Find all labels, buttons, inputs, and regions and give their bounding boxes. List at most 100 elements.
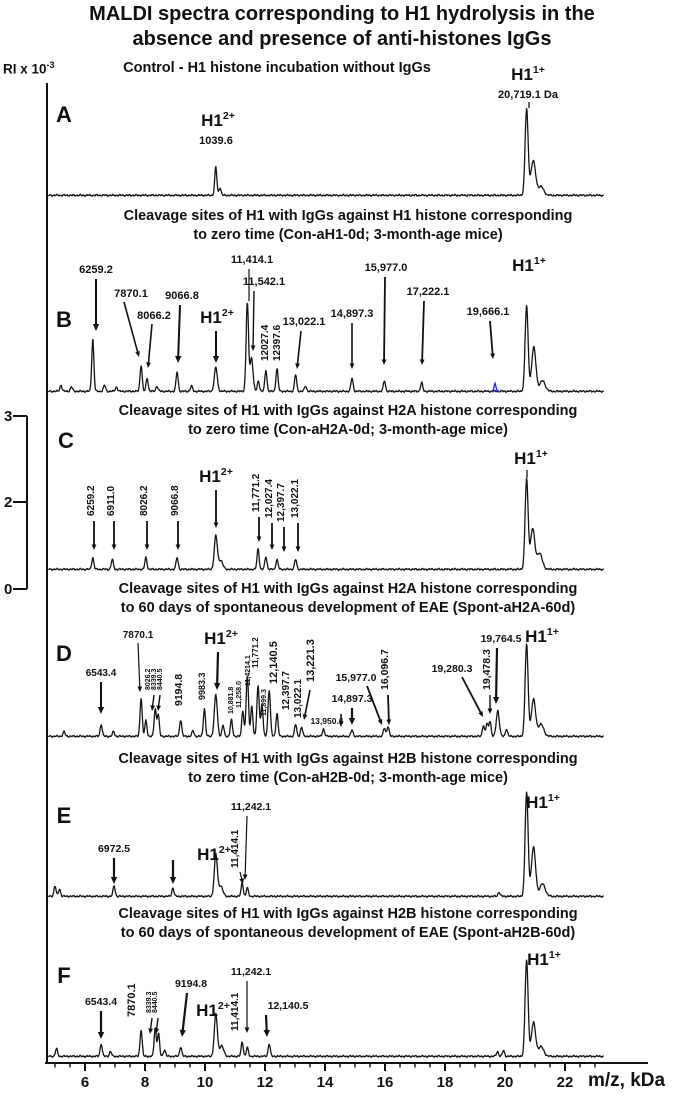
panel-A: Control - H1 histone incubation without … [0, 56, 684, 205]
peak-label: 11,542.1 [243, 276, 285, 288]
peak-label: 19,280.3 [432, 663, 473, 675]
panel-letter: H12+ [199, 466, 233, 486]
spectrum-D: D 6543.4 7870.1 8026.2 8339.3 8440.5 9194.8 998… [47, 626, 605, 739]
spectrum-A: A H12+ 1039.6 H11+ 20,719.1 Da [47, 64, 605, 198]
figure-title-line2: absence and presence of anti-histones Ig… [132, 28, 552, 50]
plot-left-border [46, 83, 48, 1063]
peak-label: 15,977.0 [365, 262, 408, 274]
annotation-arrowhead [110, 877, 118, 884]
annotation-arrowhead [281, 546, 287, 552]
peak-label: 19,478.3 [481, 649, 493, 690]
annotation-arrow-line [244, 815, 248, 877]
y-axis-label-exponent: -3 [46, 60, 55, 70]
annotation-arrowhead [386, 719, 392, 725]
spectrum-trace [47, 302, 605, 394]
peak-label: 8440.5 [152, 991, 159, 1013]
peak-label: 12,140.5 [268, 641, 280, 684]
peak-label: 11,258.0 [236, 681, 243, 708]
peak-label: 6259.2 [86, 485, 97, 516]
panel-letter: H11+ [512, 255, 546, 275]
peak-label: 8440.5 [157, 668, 164, 690]
peak-label: 9066.8 [165, 290, 199, 302]
annotation-arrow-line [177, 304, 181, 359]
annotation-arrowhead [137, 686, 143, 692]
spectrum-E: E 6972.5 H12+ 11,242.1 11,414.1 H11+ [47, 791, 605, 899]
annotation-arrow-line [494, 647, 499, 700]
peak-label: 19,666.1 [467, 306, 510, 318]
annotation-arrowhead [244, 1027, 250, 1033]
peak-label: 9194.8 [175, 978, 207, 990]
peak-label: 6259.2 [79, 264, 113, 276]
annotation-arrowhead [179, 1029, 186, 1037]
peak-label: 13,950.6 [310, 716, 343, 726]
figure-title-line1: MALDI spectra corresponding to H1 hydrol… [89, 3, 595, 25]
annotation-arrowhead [239, 878, 244, 884]
peak-label: 16,096.7 [379, 649, 391, 690]
peak-label: 12,027.4 [264, 479, 275, 518]
panel-D-title-line2: to 60 days of spontaneous development of… [120, 600, 576, 616]
y-axis-label-text: RI x 10 [3, 61, 47, 77]
peak-label: 17,222.1 [407, 286, 450, 298]
annotation-arrowhead [212, 356, 220, 363]
y-scale-tick-label: 0 [4, 581, 12, 598]
annotation-arrow-line [387, 694, 390, 722]
x-axis-tick-label: 16 [377, 1074, 394, 1091]
annotation-arrow-line [216, 651, 220, 686]
annotation-arrowhead [144, 544, 150, 550]
panel-letter: F [57, 963, 70, 988]
annotation-arrowhead [338, 721, 344, 727]
peak-label: 8339.3 [151, 668, 158, 690]
panel-letter: H12+ [201, 110, 235, 130]
peak-label: 8026.2 [139, 485, 150, 516]
annotation-arrowhead [175, 355, 182, 363]
panel-letter: H11+ [511, 64, 545, 84]
peak-label: 13,022.1 [283, 316, 326, 328]
peak-label: 9194.8 [173, 674, 185, 706]
annotation-arrow-line [252, 290, 255, 348]
panel-D-title-line1: Cleavage sites of H1 with IgGs against H… [118, 581, 578, 597]
peak-label: 9983.3 [197, 672, 207, 700]
annotation-arrowhead [377, 719, 383, 725]
x-axis-tick-label: 8 [141, 1074, 149, 1091]
peak-label: 11,4214,1 [245, 655, 252, 686]
peak-label: 11,242.1 [231, 966, 271, 978]
y-scale-tick-label: 2 [4, 494, 12, 511]
spectrum-F: F 6543.4 7870.1 8339.3 8440.5 9194.8 H12+ 11,24… [47, 949, 605, 1058]
panel-letter: H11+ [525, 626, 559, 646]
panel-C-title-line1: Cleavage sites of H1 with IgGs against H… [118, 403, 578, 419]
peak-label: 11,242.1 [231, 801, 271, 813]
annotation-arrow-line [489, 320, 494, 356]
peak-label: 7870.1 [123, 630, 154, 641]
peak-label: 11,414.1 [230, 992, 241, 1031]
peak-label: 20,719.1 Da [498, 89, 559, 101]
peak-label: 11,771.2 [251, 473, 262, 512]
panel-C-title-line2: to zero time (Con-aH2A-0d; 3-month-age m… [188, 422, 508, 438]
spectrum-trace [47, 643, 605, 739]
panel-E: Cleavage sites of H1 with IgGs against H… [0, 748, 684, 903]
annotation-arrowhead [348, 718, 356, 725]
annotation-arrow-line [147, 323, 153, 365]
panel-letter: H11+ [527, 949, 561, 969]
annotation-arrowhead [295, 363, 300, 369]
panel-letter: B [56, 307, 72, 332]
spectrum-trace [47, 959, 605, 1058]
peak-label: 13,221.3 [305, 639, 317, 682]
annotation-arrowhead [419, 359, 425, 365]
panel-letter: H12+ [197, 844, 231, 864]
y-scale-tick-label: 3 [4, 408, 12, 425]
annotation-arrowhead [213, 682, 221, 690]
spectrum-trace [47, 477, 605, 572]
x-axis-tick-label: 18 [437, 1074, 454, 1091]
annotation-arrowhead [135, 351, 140, 357]
peak-label: 19,764.5 [481, 633, 522, 645]
peak-label: 12,397.7 [281, 671, 292, 710]
panel-B: Cleavage sites of H1 with IgGs against H… [0, 205, 684, 400]
peak-label: 12397.6 [272, 324, 283, 361]
peak-label: 9066.8 [170, 485, 181, 516]
peak-label: 11,771.2 [251, 637, 260, 668]
annotation-arrowhead [242, 874, 248, 880]
annotation-arrowhead [302, 714, 308, 720]
annotation-arrowhead [150, 705, 156, 711]
peak-label: 6543.4 [85, 996, 117, 1008]
x-axis-title: m/z, kDa [588, 1070, 666, 1091]
